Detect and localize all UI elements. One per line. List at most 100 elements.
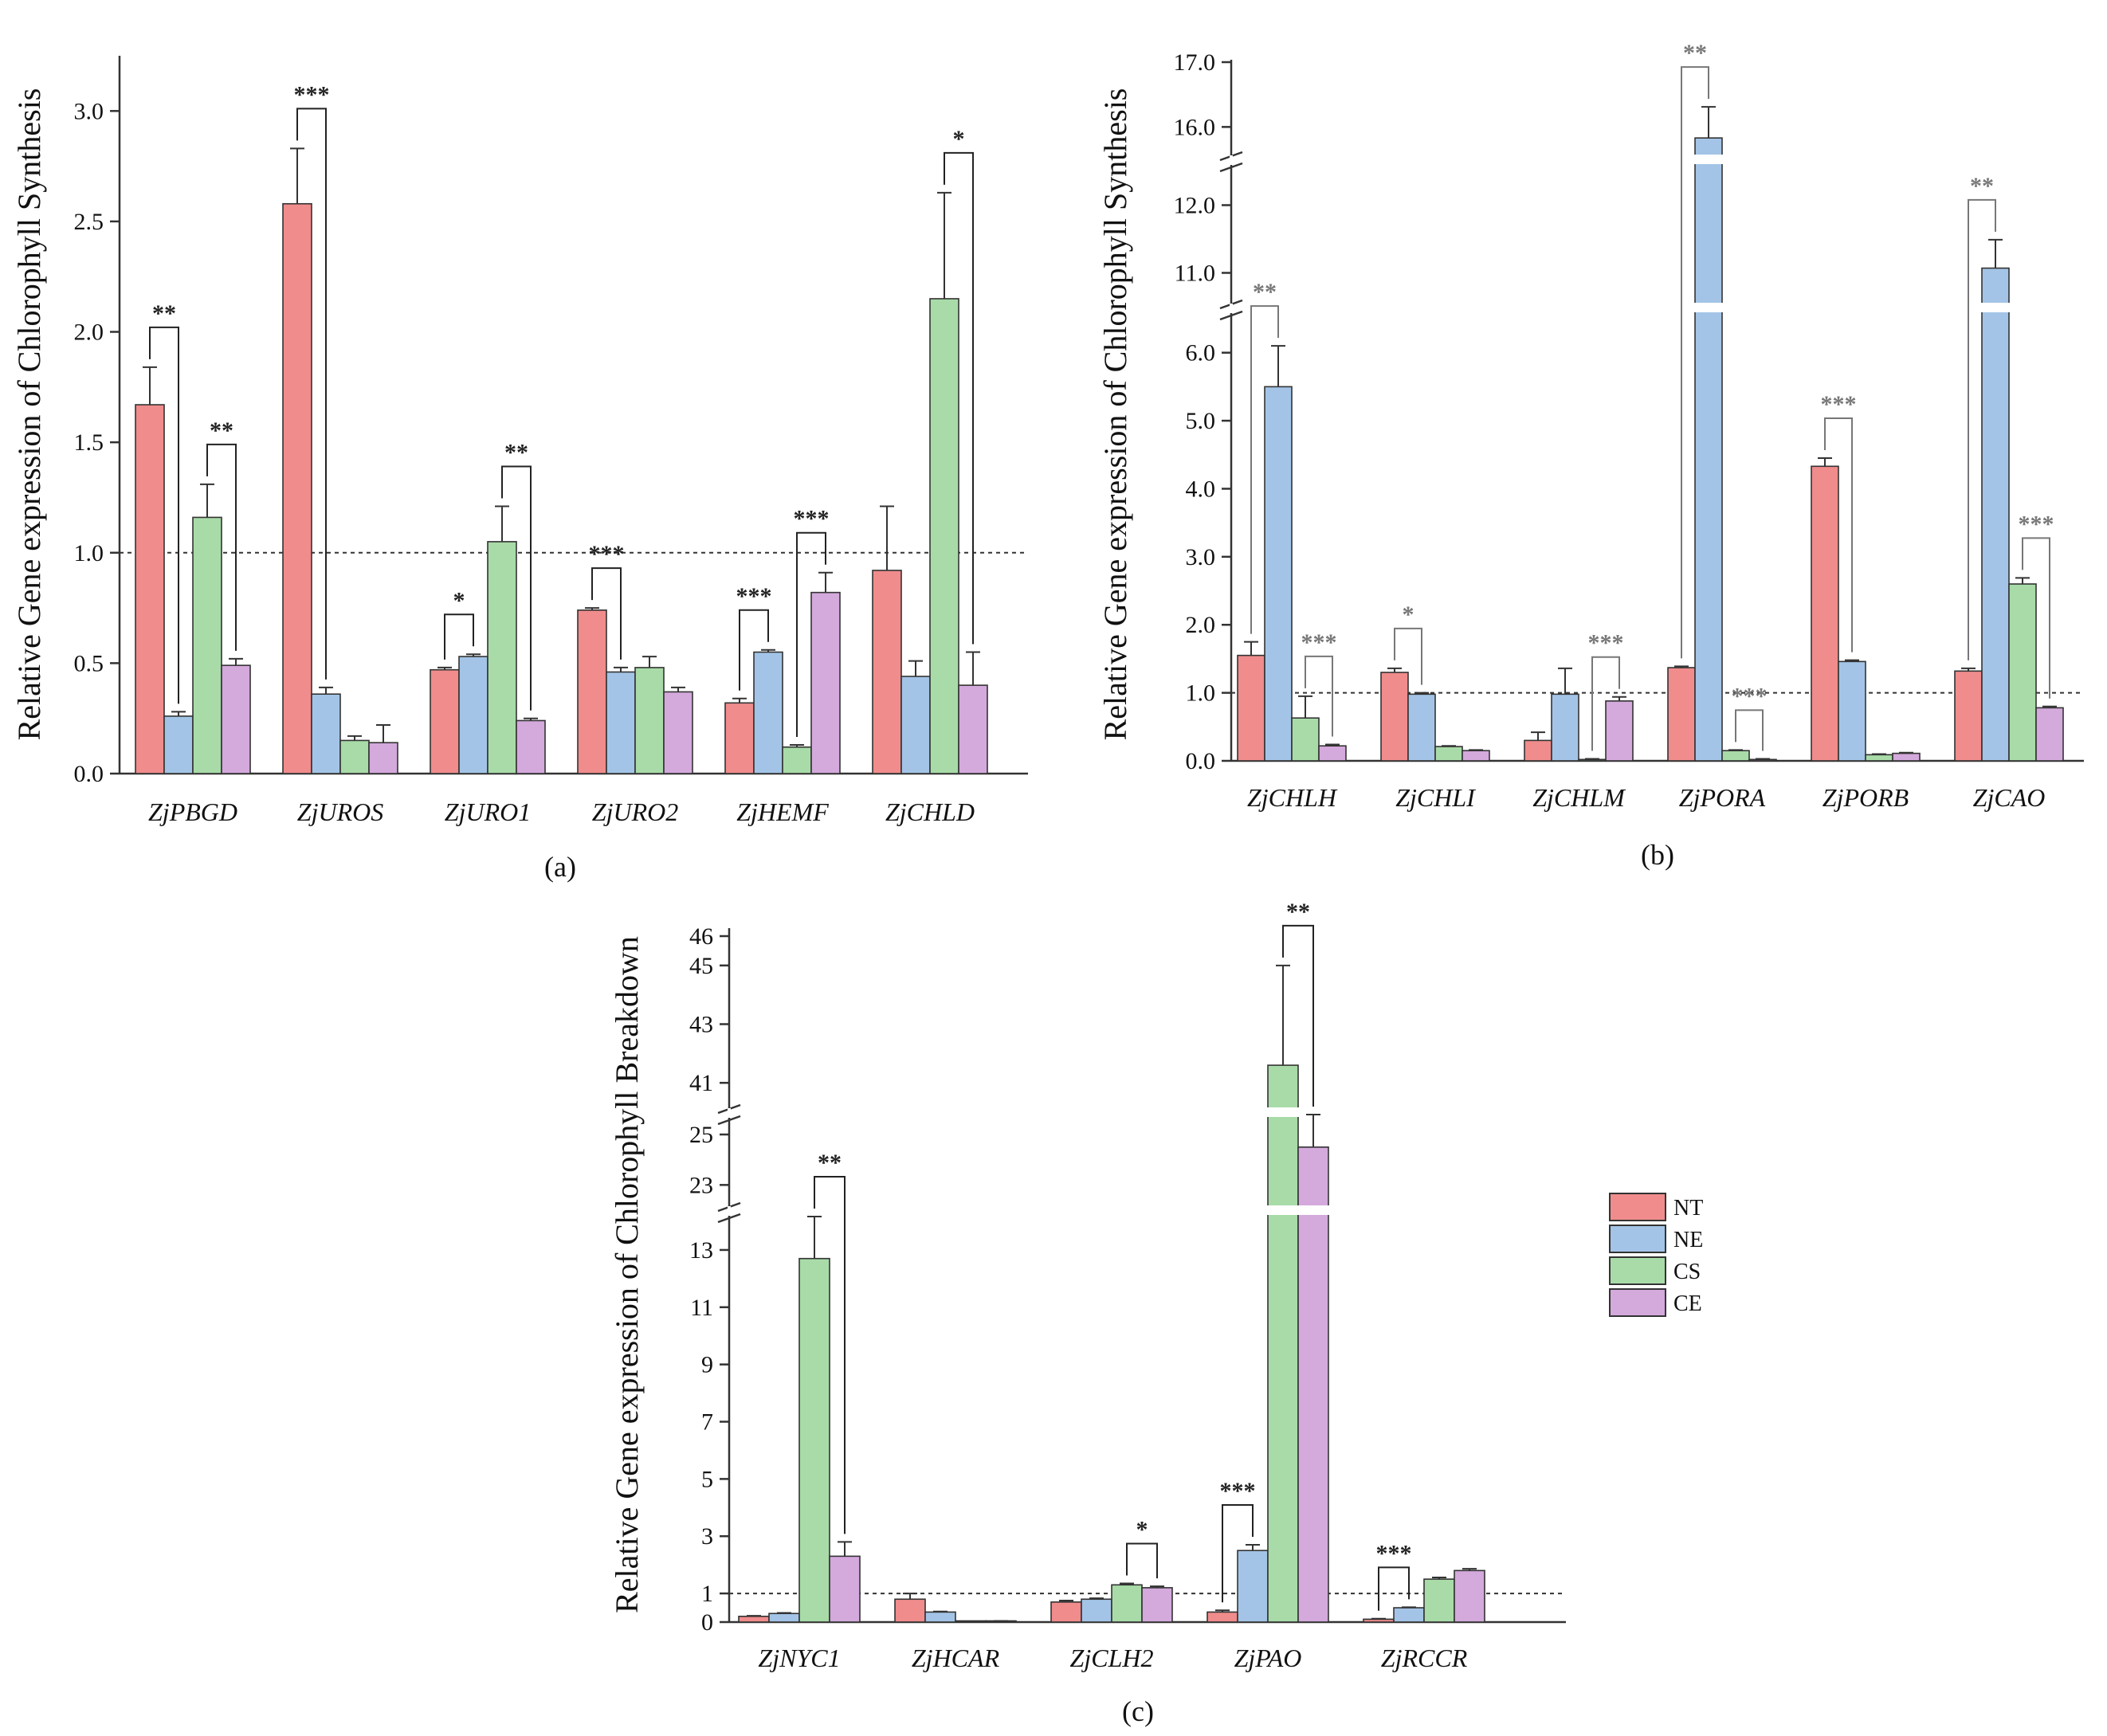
chart-panel-a bbox=[110, 56, 1028, 775]
legend-swatch-ne bbox=[1609, 1225, 1666, 1253]
category-label: ZjPORA bbox=[1679, 783, 1766, 812]
bar-cs-zjchlm bbox=[1578, 758, 1607, 762]
significance-label: *** bbox=[1301, 629, 1337, 656]
significance-label: *** bbox=[1732, 683, 1768, 709]
category-label: ZjNYC1 bbox=[758, 1644, 840, 1672]
bar-ne-zjrccr bbox=[1393, 1607, 1425, 1623]
bar-cs-zjchld bbox=[929, 298, 959, 774]
significance-label: ** bbox=[1683, 40, 1707, 66]
axis-break-mark bbox=[1219, 162, 1243, 173]
y-tick-label: 3.0 bbox=[74, 98, 104, 124]
axis-break-gap bbox=[1230, 304, 1233, 313]
category-label: ZjPAO bbox=[1234, 1644, 1302, 1672]
significance-label: ** bbox=[1253, 279, 1277, 305]
bar-cs-zjhemf bbox=[782, 746, 812, 774]
significance-bracket bbox=[591, 567, 622, 660]
significance-bracket bbox=[1126, 1542, 1158, 1579]
bar-nt-zjnyc1 bbox=[738, 1616, 770, 1623]
y-tick-label: 17.0 bbox=[1174, 49, 1216, 76]
y-tick-label: 1.0 bbox=[74, 540, 104, 566]
significance-label: *** bbox=[589, 541, 625, 567]
bar-nt-zjchlh bbox=[1237, 654, 1265, 762]
significance-label: * bbox=[953, 126, 965, 152]
bar-ce-zjchlh bbox=[1318, 745, 1347, 762]
bar-cs-zjrccr bbox=[1423, 1578, 1455, 1623]
significance-label: * bbox=[453, 587, 465, 613]
bar-cs-zjnyc1 bbox=[798, 1257, 830, 1623]
bar-break-gap bbox=[1297, 1205, 1329, 1215]
bar-ce-zjchli bbox=[1462, 750, 1490, 762]
bar-ne-zjuro1 bbox=[458, 656, 488, 774]
bar-cs-zjchlh bbox=[1291, 717, 1320, 762]
bar-ce-zjclh2 bbox=[1141, 1587, 1173, 1623]
y-tick-label: 1.0 bbox=[1186, 680, 1216, 707]
y-tick-label: 0 bbox=[701, 1609, 713, 1636]
bar-nt-zjclh2 bbox=[1050, 1601, 1082, 1623]
significance-label: ** bbox=[504, 440, 528, 466]
bar-ce-zjuros bbox=[368, 742, 398, 774]
significance-bracket bbox=[149, 326, 179, 704]
bar-ne-zjporb bbox=[1838, 660, 1866, 762]
bar-ce-zjpao bbox=[1297, 1146, 1329, 1623]
y-axis-title: Relative Gene expression of Chlorophyll … bbox=[1097, 88, 1133, 741]
category-label: ZjCHLD bbox=[885, 797, 975, 826]
bar-ce-zjchld bbox=[958, 684, 988, 774]
bar-cs-zjpbgd bbox=[192, 516, 222, 774]
y-tick-label: 9 bbox=[701, 1352, 713, 1378]
category-label: ZjURO1 bbox=[445, 797, 531, 826]
bar-break-gap bbox=[1981, 303, 2010, 312]
bar-nt-zjhcar bbox=[894, 1598, 926, 1623]
significance-label: *** bbox=[1376, 1540, 1412, 1566]
legend-label-cs: CS bbox=[1673, 1260, 1701, 1284]
y-tick-label: 7 bbox=[701, 1409, 713, 1436]
panel-label: (c) bbox=[1122, 1695, 1154, 1727]
category-label: ZjCHLI bbox=[1395, 783, 1476, 812]
legend-label-ce: CE bbox=[1673, 1291, 1702, 1316]
significance-bracket bbox=[206, 443, 237, 651]
category-label: ZjCLH2 bbox=[1070, 1644, 1154, 1672]
significance-bracket bbox=[1378, 1566, 1410, 1611]
significance-bracket bbox=[501, 465, 532, 711]
significance-label: *** bbox=[2019, 511, 2054, 537]
significance-label: ** bbox=[818, 1150, 842, 1176]
significance-bracket bbox=[444, 613, 474, 660]
bar-ne-zjchli bbox=[1407, 693, 1436, 762]
bar-cs-zjchli bbox=[1434, 746, 1463, 762]
y-tick-label: 2.0 bbox=[1186, 612, 1216, 638]
significance-bracket bbox=[739, 609, 769, 691]
y-tick-label: 4.0 bbox=[1186, 476, 1216, 502]
category-label: ZjUROS bbox=[297, 797, 383, 826]
significance-bracket bbox=[796, 531, 826, 737]
category-label: ZjCHLH bbox=[1247, 783, 1338, 812]
bar-break-gap bbox=[1694, 303, 1723, 312]
significance-label: *** bbox=[1220, 1478, 1256, 1504]
bar-ce-zjrccr bbox=[1454, 1569, 1485, 1623]
y-tick-label: 11.0 bbox=[1175, 261, 1215, 287]
significance-label: *** bbox=[1588, 630, 1624, 656]
axis-break-mark bbox=[1219, 310, 1243, 321]
significance-label: ** bbox=[1286, 899, 1310, 925]
significance-bracket bbox=[814, 1176, 846, 1534]
bar-ne-zjcao bbox=[1981, 267, 2010, 762]
bar-ce-zjuro2 bbox=[663, 691, 693, 774]
y-tick-label: 43 bbox=[689, 1012, 713, 1038]
bar-nt-zjchld bbox=[872, 570, 902, 774]
bar-ce-zjuro1 bbox=[516, 719, 546, 774]
significance-bracket bbox=[1681, 66, 1709, 659]
bar-cs-zjuro1 bbox=[487, 541, 517, 774]
significance-label: *** bbox=[1821, 391, 1857, 417]
category-label: ZjCAO bbox=[1973, 783, 2046, 812]
bar-ne-zjpao bbox=[1237, 1550, 1269, 1623]
bar-ne-zjnyc1 bbox=[768, 1613, 800, 1623]
legend-swatch-nt bbox=[1609, 1193, 1666, 1221]
bar-nt-zjrccr bbox=[1363, 1618, 1395, 1623]
y-axis-title: Relative Gene expression of Chlorophyll … bbox=[609, 936, 645, 1613]
bar-nt-zjuros bbox=[282, 202, 312, 774]
y-tick-label: 5.0 bbox=[1186, 408, 1216, 434]
bar-nt-zjpora bbox=[1667, 667, 1696, 762]
y-tick-label: 0.0 bbox=[1186, 748, 1216, 774]
y-tick-label: 16.0 bbox=[1174, 114, 1216, 140]
category-label: ZjRCCR bbox=[1381, 1644, 1468, 1672]
bar-break-gap bbox=[1267, 1205, 1299, 1215]
bar-ce-zjpbgd bbox=[221, 664, 251, 774]
